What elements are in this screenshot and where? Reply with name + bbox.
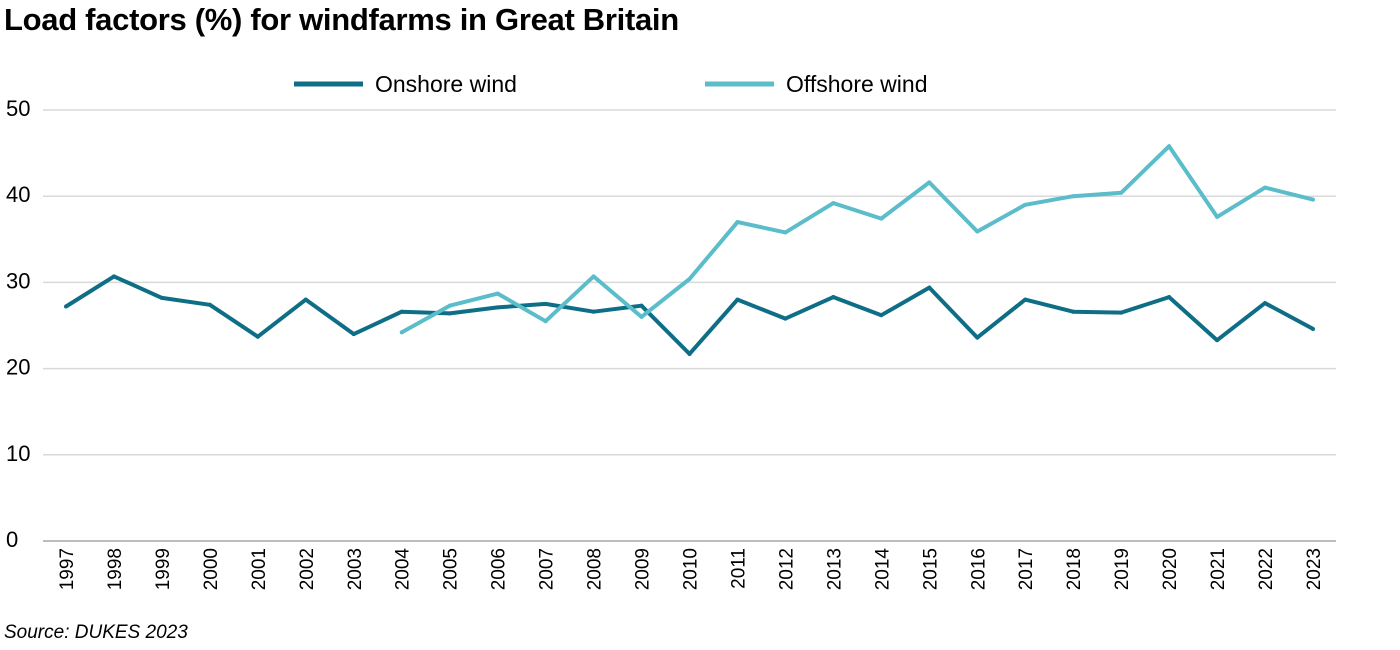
data-point-onshore-wind	[64, 304, 68, 309]
series-line-offshore-wind	[400, 144, 1314, 335]
data-point-offshore-wind	[831, 201, 836, 206]
data-point-onshore-wind	[591, 309, 596, 314]
data-point-onshore-wind	[687, 351, 692, 356]
data-point-onshore-wind	[783, 316, 788, 321]
data-point-onshore-wind	[495, 305, 500, 310]
data-point-offshore-wind	[927, 180, 932, 185]
legend-label-offshore-wind: Offshore wind	[786, 71, 927, 97]
data-point-onshore-wind	[207, 302, 212, 307]
data-point-onshore-wind	[975, 335, 980, 340]
data-point-onshore-wind	[831, 295, 836, 300]
data-point-offshore-wind	[543, 319, 548, 324]
x-tick-label: 2006	[489, 548, 510, 590]
x-tick-label: 2012	[776, 548, 797, 590]
x-tick-label: 2016	[968, 548, 989, 590]
x-tick-label: 2005	[441, 548, 462, 590]
x-tick-label: 2001	[249, 548, 270, 590]
y-tick-label: 50	[6, 96, 30, 121]
x-tick-label: 2003	[345, 548, 366, 590]
x-tick-label: 2011	[728, 548, 749, 589]
y-tick-label: 0	[6, 527, 18, 552]
data-point-offshore-wind	[447, 303, 452, 308]
y-axis-ticks: 0 10 20 30 40 50	[6, 96, 30, 552]
x-tick-label: 1998	[105, 548, 126, 590]
x-tick-label: 2004	[393, 548, 414, 591]
x-tick-label: 2023	[1304, 548, 1325, 590]
data-point-onshore-wind	[447, 311, 452, 316]
x-tick-label: 2019	[1112, 548, 1133, 590]
x-tick-label: 2010	[681, 548, 702, 590]
data-point-offshore-wind	[1215, 214, 1220, 219]
data-point-offshore-wind	[639, 314, 644, 319]
x-tick-label: 1997	[57, 548, 78, 590]
data-point-onshore-wind	[1263, 301, 1268, 306]
data-point-offshore-wind	[1071, 194, 1076, 199]
data-point-onshore-wind	[351, 332, 356, 337]
y-tick-label: 20	[6, 355, 30, 380]
x-tick-label: 2008	[585, 548, 606, 590]
data-point-onshore-wind	[1071, 309, 1076, 314]
data-point-offshore-wind	[1311, 197, 1315, 202]
data-point-offshore-wind	[879, 216, 884, 221]
x-axis-ticks: 1997 1998 1999 2000 2001 2002 2003 2004 2005 2006…	[57, 548, 1325, 591]
data-point-offshore-wind	[975, 229, 980, 234]
x-tick-label: 2009	[633, 548, 654, 590]
data-point-onshore-wind	[1023, 297, 1028, 302]
data-point-onshore-wind	[1311, 326, 1315, 331]
data-point-onshore-wind	[1167, 295, 1172, 300]
y-tick-label: 10	[6, 441, 30, 466]
x-tick-label: 2013	[824, 548, 845, 590]
series-line-onshore-wind	[64, 274, 1314, 356]
data-point-onshore-wind	[927, 285, 932, 290]
source-note: Source: DUKES 2023	[4, 622, 188, 643]
x-tick-label: 2021	[1208, 548, 1229, 590]
gridlines	[43, 109, 1336, 542]
x-tick-label: 2007	[537, 548, 558, 590]
data-point-onshore-wind	[735, 297, 740, 302]
x-tick-label: 2020	[1160, 548, 1181, 590]
data-point-onshore-wind	[879, 313, 884, 318]
data-point-offshore-wind	[1023, 202, 1028, 207]
data-point-onshore-wind	[255, 334, 260, 339]
data-point-onshore-wind	[159, 295, 164, 300]
x-tick-label: 2018	[1064, 548, 1085, 590]
data-point-offshore-wind	[1167, 144, 1172, 149]
x-tick-label: 2015	[920, 548, 941, 590]
data-point-onshore-wind	[111, 274, 116, 279]
data-point-onshore-wind	[543, 301, 548, 306]
x-tick-label: 1999	[153, 548, 174, 590]
x-tick-label: 2022	[1256, 548, 1277, 590]
x-tick-label: 2002	[297, 548, 318, 590]
x-tick-label: 2000	[201, 548, 222, 590]
y-tick-label: 40	[6, 182, 30, 207]
data-point-onshore-wind	[1215, 338, 1220, 343]
legend: Onshore wind Offshore wind	[294, 71, 927, 97]
data-point-onshore-wind	[303, 297, 308, 302]
data-point-offshore-wind	[495, 291, 500, 296]
data-point-offshore-wind	[1263, 185, 1268, 190]
data-point-offshore-wind	[591, 274, 596, 279]
data-point-offshore-wind	[735, 220, 740, 225]
data-point-offshore-wind	[783, 230, 788, 235]
data-point-onshore-wind	[639, 303, 644, 308]
data-point-offshore-wind	[687, 276, 692, 281]
data-point-onshore-wind	[1119, 310, 1124, 315]
series-lines	[64, 144, 1315, 356]
y-tick-label: 30	[6, 268, 30, 293]
data-point-offshore-wind	[1119, 190, 1124, 195]
x-tick-label: 2017	[1016, 548, 1037, 590]
data-point-offshore-wind	[399, 330, 404, 335]
data-point-onshore-wind	[399, 309, 404, 314]
legend-label-onshore-wind: Onshore wind	[375, 71, 517, 97]
chart-title: Load factors (%) for windfarms in Great …	[4, 2, 679, 37]
x-tick-label: 2014	[872, 548, 893, 591]
